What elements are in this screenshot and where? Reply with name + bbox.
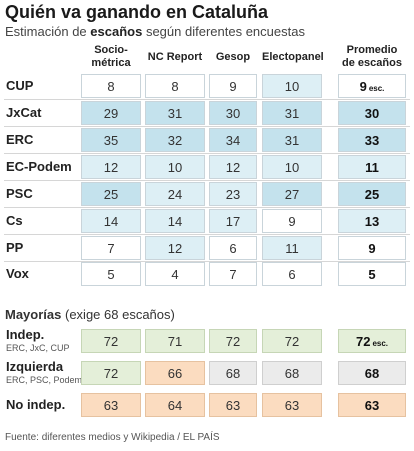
majority-parties: ERC, PSC, Podem: [6, 375, 83, 385]
party-label: PP: [6, 240, 24, 255]
poll-cell: 8: [145, 74, 205, 98]
seat-unit-label: esc.: [368, 84, 385, 93]
majority-cell: 63: [262, 393, 322, 417]
majority-cell: 66: [145, 361, 205, 385]
row-divider: [4, 207, 410, 208]
poll-cell: 7: [81, 236, 141, 260]
party-label: Vox: [6, 266, 29, 281]
poll-cell: 11: [262, 236, 322, 260]
poll-cell: 6: [262, 262, 322, 286]
poll-cell: 9: [209, 74, 257, 98]
average-cell: 9: [338, 236, 406, 260]
poll-cell: 31: [262, 128, 322, 152]
majority-cell: 72: [209, 329, 257, 353]
page-subtitle: Estimación de escaños según diferentes e…: [5, 24, 305, 39]
party-label: PSC: [6, 186, 33, 201]
party-label: JxCat: [6, 105, 42, 120]
majority-cell: 64: [145, 393, 205, 417]
row-divider: [4, 126, 410, 127]
majorities-title: Mayorías: [5, 307, 62, 322]
majority-average-cell: 68: [338, 361, 406, 385]
column-header: Electopanel: [262, 51, 324, 63]
row-divider: [4, 153, 410, 154]
party-label: ERC: [6, 132, 34, 147]
majority-average-cell: 72 esc.: [338, 329, 406, 353]
page-title: Quién va ganando en Cataluña: [5, 2, 269, 22]
party-label: CUP: [6, 78, 34, 93]
poll-cell: 12: [81, 155, 141, 179]
column-header: NC Report: [147, 51, 203, 63]
column-header: Socio-métrica: [91, 44, 131, 69]
row-divider: [4, 234, 410, 235]
majority-cell: 72: [262, 329, 322, 353]
average-cell: 11: [338, 155, 406, 179]
column-header: Promedio de escaños: [342, 44, 402, 69]
poll-cell: 31: [262, 101, 322, 125]
party-label: EC-Podem: [6, 159, 72, 174]
poll-cell: 12: [209, 155, 257, 179]
majorities-heading: Mayorías (exige 68 escaños): [5, 307, 175, 322]
poll-cell: 29: [81, 101, 141, 125]
majority-label: No indep.: [6, 397, 66, 412]
poll-cell: 4: [145, 262, 205, 286]
subtitle-tail: según diferentes encuestas: [145, 24, 305, 39]
poll-cell: 35: [81, 128, 141, 152]
majority-label: Izquierda ERC, PSC, Podem: [6, 359, 83, 385]
subtitle-highlight: escaños: [90, 24, 143, 39]
poll-cell: 10: [145, 155, 205, 179]
majority-cell: 72: [81, 361, 141, 385]
average-cell: 13: [338, 209, 406, 233]
majority-cell: 68: [209, 361, 257, 385]
average-cell: 9 esc.: [338, 74, 406, 98]
majority-cell: 68: [262, 361, 322, 385]
poll-cell: 24: [145, 182, 205, 206]
majority-cell: 72: [81, 329, 141, 353]
poll-cell: 10: [262, 155, 322, 179]
poll-cell: 17: [209, 209, 257, 233]
poll-cell: 9: [262, 209, 322, 233]
seat-unit-label: esc.: [372, 339, 389, 348]
poll-cell: 5: [81, 262, 141, 286]
source-note: Fuente: diferentes medios y Wikipedia / …: [5, 432, 220, 443]
subtitle-lead: Estimación de: [5, 24, 87, 39]
poll-cell: 12: [145, 236, 205, 260]
column-header: Gesop: [215, 51, 251, 63]
majority-cell: 71: [145, 329, 205, 353]
poll-cell: 31: [145, 101, 205, 125]
poll-cell: 14: [145, 209, 205, 233]
poll-cell: 34: [209, 128, 257, 152]
poll-cell: 25: [81, 182, 141, 206]
majority-label: Indep. ERC, JxC, CUP: [6, 327, 70, 353]
party-label: Cs: [6, 213, 23, 228]
row-divider: [4, 261, 410, 262]
average-cell: 5: [338, 262, 406, 286]
row-divider: [4, 180, 410, 181]
poll-cell: 14: [81, 209, 141, 233]
poll-cell: 10: [262, 74, 322, 98]
average-cell: 25: [338, 182, 406, 206]
average-cell: 30: [338, 101, 406, 125]
poll-cell: 23: [209, 182, 257, 206]
poll-cell: 6: [209, 236, 257, 260]
poll-cell: 8: [81, 74, 141, 98]
majority-parties: ERC, JxC, CUP: [6, 343, 70, 353]
poll-cell: 27: [262, 182, 322, 206]
majority-cell: 63: [81, 393, 141, 417]
poll-cell: 30: [209, 101, 257, 125]
majority-cell: 63: [209, 393, 257, 417]
average-cell: 33: [338, 128, 406, 152]
majority-average-cell: 63: [338, 393, 406, 417]
majorities-note: (exige 68 escaños): [65, 307, 175, 322]
poll-cell: 7: [209, 262, 257, 286]
poll-cell: 32: [145, 128, 205, 152]
row-divider: [4, 99, 410, 100]
